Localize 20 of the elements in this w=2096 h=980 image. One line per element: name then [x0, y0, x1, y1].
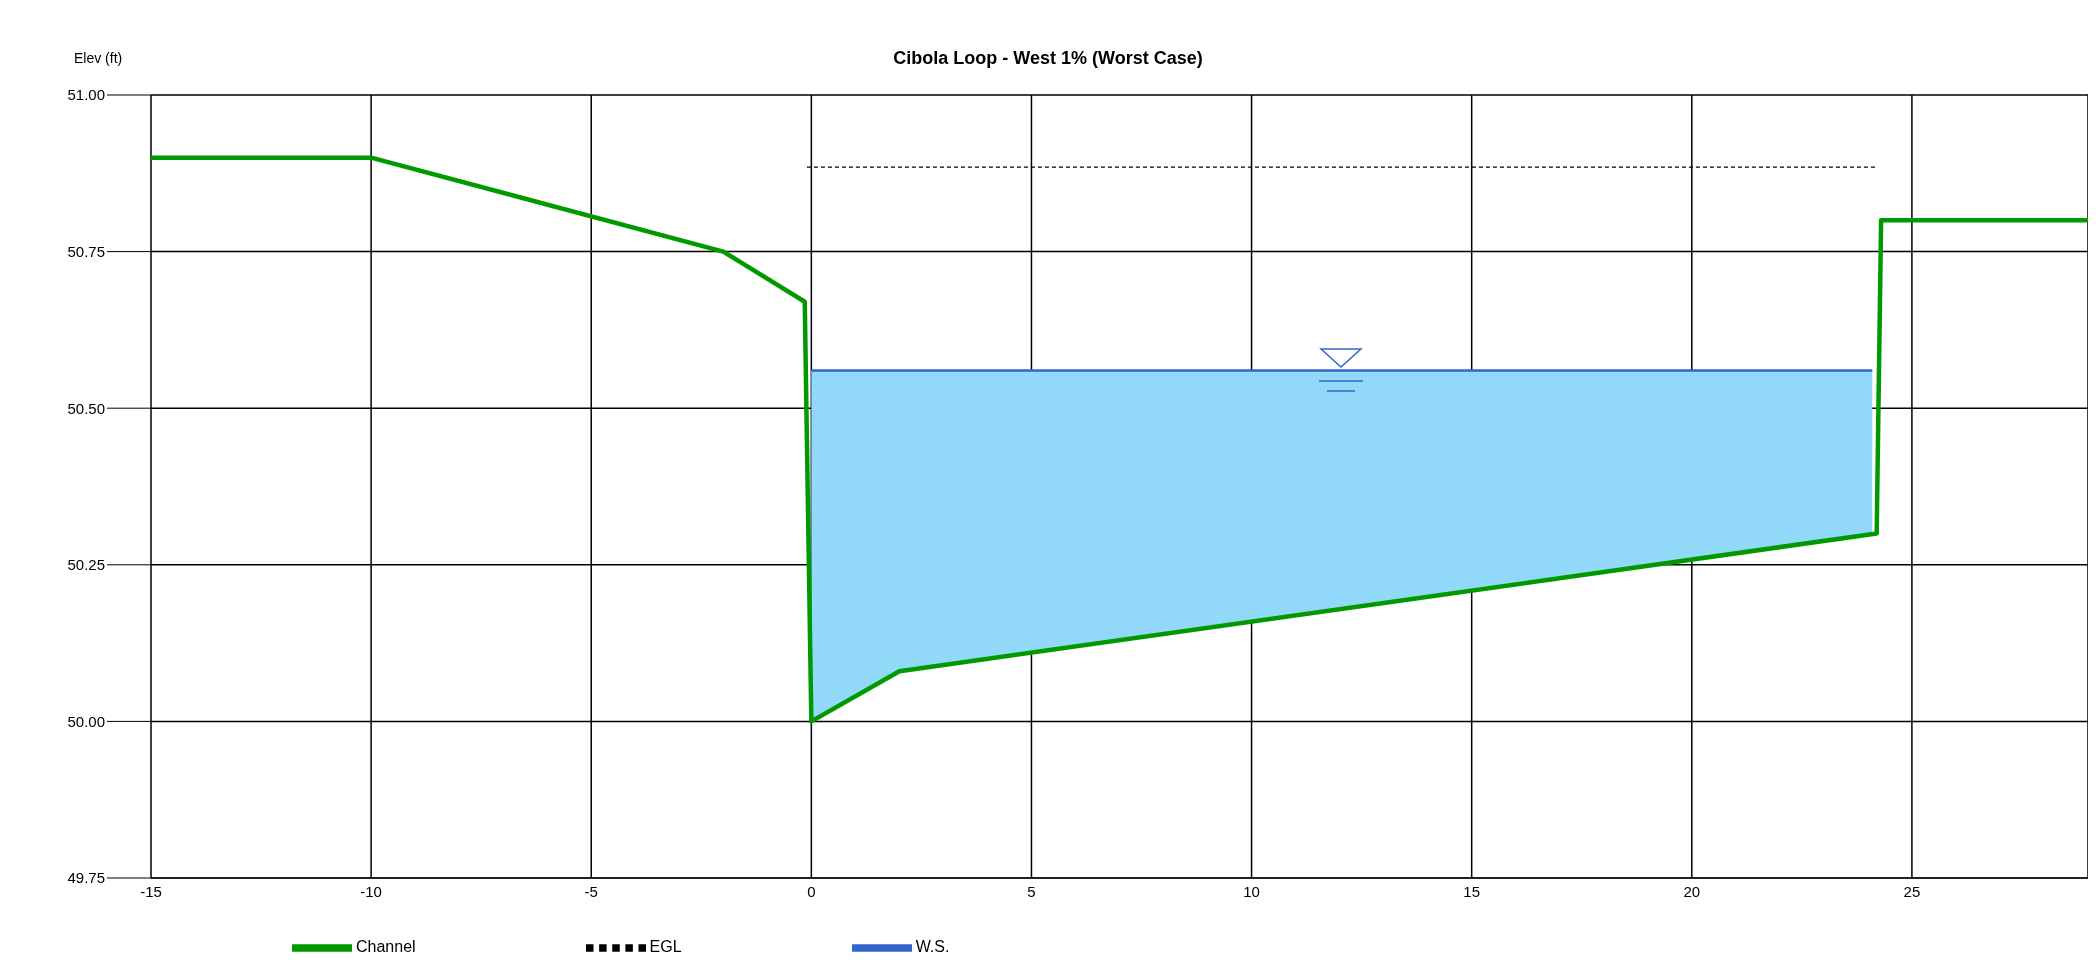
y-axis-title: Elev (ft): [74, 50, 123, 66]
x-tick-label: 20: [1683, 882, 1701, 900]
y-tick-label: 51.00: [67, 86, 105, 104]
chart-title: Cibola Loop - West 1% (Worst Case): [893, 48, 1203, 68]
legend-label: EGL: [649, 938, 682, 956]
x-tick-label: 15: [1463, 882, 1481, 900]
x-tick-label: 0: [807, 882, 816, 900]
x-tick-label: 5: [1027, 882, 1036, 900]
legend-label: Channel: [356, 938, 416, 956]
y-tick-label: 50.00: [67, 712, 105, 730]
x-tick-label: -5: [584, 882, 598, 900]
x-tick-label: 25: [1903, 882, 1921, 900]
x-tick-label: -15: [140, 882, 162, 900]
y-tick-label: 50.75: [67, 242, 105, 260]
legend-label: W.S.: [915, 938, 950, 956]
y-tick-label: 50.50: [67, 399, 105, 417]
y-tick-label: 49.75: [67, 869, 105, 887]
x-tick-label: -10: [360, 882, 382, 900]
y-tick-label: 50.25: [67, 556, 105, 574]
x-tick-label: 10: [1243, 882, 1260, 900]
